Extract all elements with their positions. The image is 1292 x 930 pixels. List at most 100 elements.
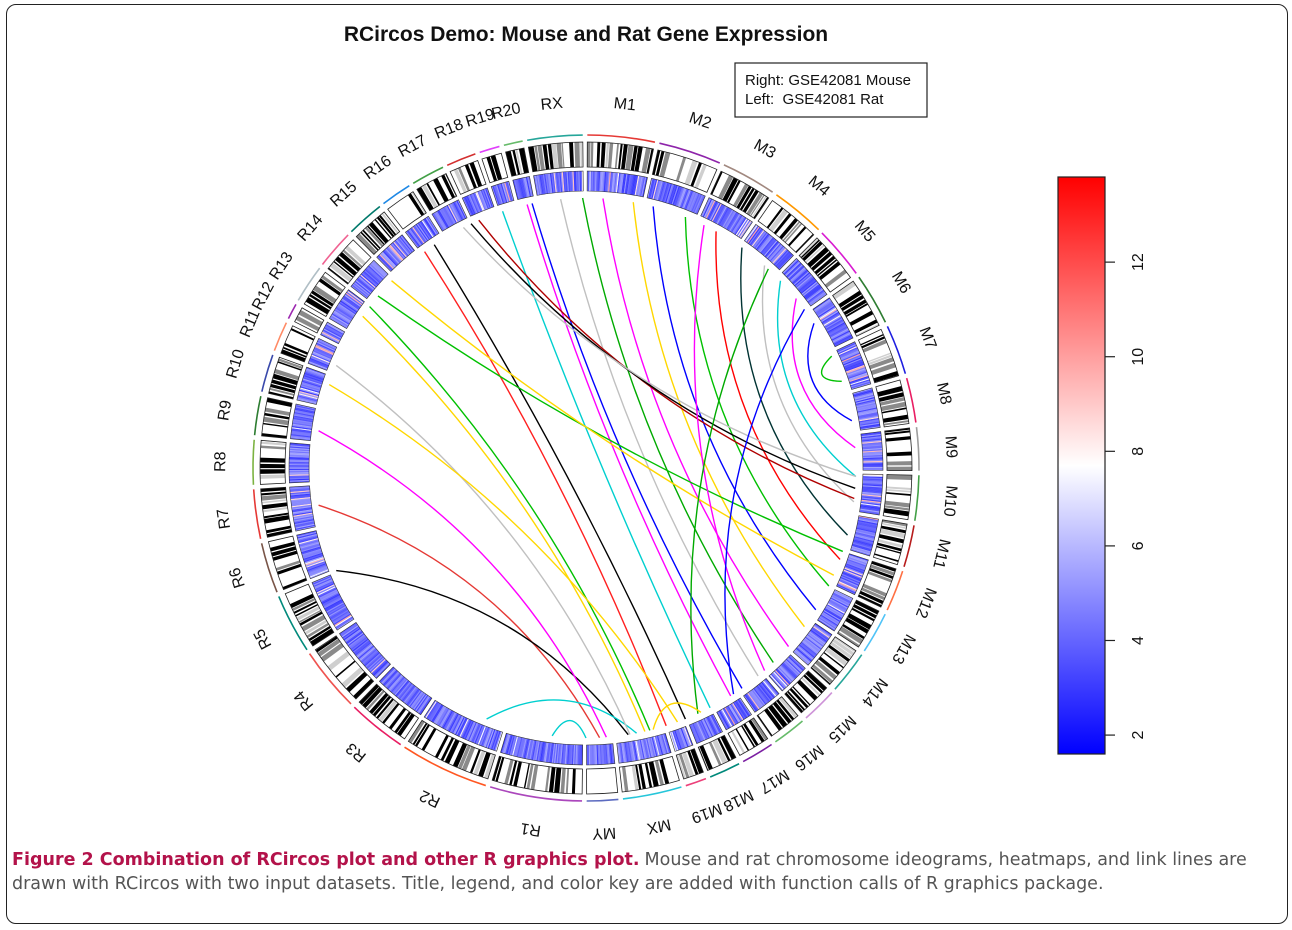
chromosome-m12: M12 — [836, 553, 939, 620]
chromosome-label-m16: M16 — [791, 741, 826, 774]
chromosome-label-m14: M14 — [858, 675, 891, 710]
chromosome-label-m17: M17 — [756, 766, 792, 797]
chromosome-label-r11: R11 — [237, 307, 264, 340]
link-line — [652, 702, 702, 730]
link-line — [807, 323, 853, 422]
link-line — [369, 306, 651, 731]
plot-title: RCircos Demo: Mouse and Rat Gene Express… — [344, 23, 828, 46]
chromosome-m2: M2 — [646, 109, 721, 215]
link-line — [478, 219, 855, 500]
chromosome-r5: R5 — [251, 574, 355, 652]
chromosome-label-m19: M19 — [689, 800, 724, 826]
chromosome-r7: R7 — [214, 485, 316, 539]
link-line — [318, 430, 607, 738]
chromosome-label-m12: M12 — [912, 585, 939, 620]
chromosome-m13: M13 — [817, 589, 918, 667]
link-line — [690, 268, 769, 714]
link-line — [693, 225, 766, 671]
figure-frame — [6, 4, 1288, 924]
link-line — [501, 210, 711, 709]
link-line — [362, 315, 646, 732]
color-key-tick-label: 6 — [1130, 541, 1147, 550]
chromosome-label-m8: M8 — [933, 381, 954, 406]
chromosome-m17: M17 — [716, 697, 792, 797]
chromosome-my: MY — [586, 743, 619, 842]
chromosome-label-r1: R1 — [519, 819, 542, 839]
link-line — [462, 226, 857, 478]
link-line — [740, 247, 849, 536]
chromosome-r17: R17 — [396, 132, 468, 232]
chromosome-label-m4: M4 — [805, 173, 833, 200]
link-line — [423, 251, 667, 727]
chromosome-label-m10: M10 — [940, 485, 960, 518]
chromosome-r20: R20 — [490, 100, 534, 200]
link-line — [820, 355, 842, 383]
link-line — [526, 204, 732, 697]
link-line — [684, 216, 830, 587]
chromosome-label-r6: R6 — [226, 565, 248, 590]
chromosome-label-r7: R7 — [214, 507, 234, 530]
chromosome-label-m6: M6 — [888, 269, 914, 297]
link-line — [581, 197, 774, 663]
chromosome-r18: R18 — [432, 116, 495, 217]
color-key: 2 4 6 8 10 12 — [1057, 176, 1147, 755]
color-key-tick-label: 10 — [1130, 348, 1147, 366]
chromosome-label-m15: M15 — [825, 712, 859, 746]
chromosome-label-r5: R5 — [251, 626, 276, 652]
chromosome-label-r9: R9 — [215, 399, 235, 422]
link-line — [328, 383, 679, 723]
legend-line-mouse: Right: GSE42081 Mouse — [745, 72, 911, 89]
chromosome-label-m18: M18 — [720, 786, 755, 814]
chromosome-label-my: MY — [591, 824, 616, 842]
chromosome-r10: R10 — [224, 347, 326, 405]
chromosome-label-m2: M2 — [687, 109, 714, 132]
chromosome-m3: M3 — [700, 137, 779, 239]
chromosome-r15: R15 — [327, 178, 415, 272]
chromosome-m8: M8 — [852, 377, 954, 431]
chromosome-label-r20: R20 — [490, 100, 522, 123]
circos-plot: M1M2M3M4M5M6M7M8M9M10M11M12M13M14M15M16M… — [212, 95, 960, 842]
chromosome-rx: RX — [527, 95, 584, 196]
link-line — [470, 223, 856, 490]
chromosome-label-m13: M13 — [888, 631, 918, 667]
link-line — [486, 699, 638, 734]
chromosome-label-m9: M9 — [942, 435, 960, 458]
chromosome-label-m3: M3 — [751, 137, 779, 163]
chromosome-label-mx: MX — [645, 815, 672, 837]
link-line — [715, 231, 841, 560]
chromosome-label-r14: R14 — [294, 211, 326, 244]
chromosome-r16: R16 — [361, 152, 440, 249]
color-key-tick-label: 2 — [1130, 731, 1147, 740]
link-line — [602, 198, 790, 647]
link-line — [318, 504, 601, 738]
link-line — [652, 206, 817, 611]
chromosome-m1: M1 — [586, 95, 656, 198]
chromosome-label-m5: M5 — [851, 218, 878, 246]
circos-figure: RCircos Demo: Mouse and Rat Gene Express… — [212, 23, 1147, 842]
chromosome-label-m11: M11 — [929, 537, 953, 570]
link-line — [391, 280, 835, 576]
link-lines — [318, 197, 857, 739]
link-line — [559, 199, 759, 677]
chromosome-label-r3: R3 — [343, 739, 370, 765]
caption-body: Mouse and rat chromosome ideograms, heat… — [12, 850, 1247, 894]
chromosome-m4: M4 — [743, 173, 833, 271]
chromosome-r6: R6 — [226, 530, 330, 593]
caption-lead: Figure 2 Combination of RCircos plot and… — [12, 850, 640, 870]
chromosome-m11: M11 — [850, 515, 953, 570]
legend-line-rat: Left: GSE42081 Rat — [745, 91, 884, 108]
color-key-tick-label: 12 — [1130, 253, 1147, 271]
color-key-tick-label: 8 — [1130, 447, 1147, 456]
chromosome-r3: R3 — [343, 666, 433, 765]
chromosome-label-r15: R15 — [327, 178, 360, 210]
chromosome-m7: M7 — [836, 325, 939, 390]
link-line — [791, 298, 856, 449]
chromosome-label-r16: R16 — [361, 152, 395, 183]
link-line — [632, 202, 805, 628]
figure-caption: Figure 2 Combination of RCircos plot and… — [12, 848, 1282, 896]
chromosome-r8: R8 — [212, 439, 311, 485]
chromosome-label-r17: R17 — [396, 132, 430, 161]
chromosome-m5: M5 — [781, 218, 878, 307]
link-line — [336, 569, 629, 736]
color-key-tick-label: 4 — [1130, 636, 1147, 645]
